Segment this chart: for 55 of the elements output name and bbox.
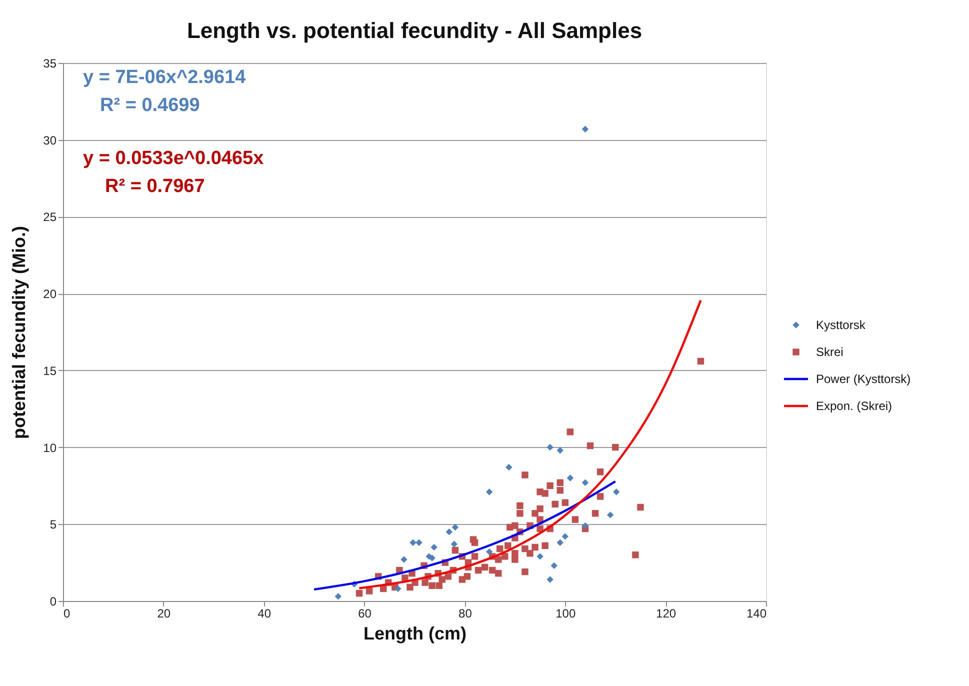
- legend-label: Skrei: [816, 345, 844, 359]
- point: [606, 512, 614, 518]
- x-tick-label: 0: [64, 606, 70, 620]
- y-tick-label: 35: [43, 56, 57, 70]
- point: [394, 585, 402, 592]
- point: [546, 576, 554, 583]
- y-tick-label: 15: [43, 364, 57, 378]
- point: [486, 488, 493, 496]
- point: [582, 126, 589, 132]
- x-tick-label: 140: [746, 606, 767, 620]
- point: [452, 524, 459, 531]
- annotation: R² = 0.4699: [100, 95, 200, 116]
- point: [550, 562, 558, 569]
- x-tick-label: 120: [656, 606, 676, 620]
- point: [566, 474, 574, 482]
- x-axis-title: Length (cm): [364, 624, 466, 644]
- x-tick-label: 40: [258, 606, 272, 620]
- legend-label: Power (Kysttorsk): [816, 372, 911, 386]
- annotation: R² = 0.7967: [105, 176, 205, 197]
- line-series: [312, 480, 616, 591]
- x-tick-label: 60: [358, 606, 372, 620]
- y-tick-label: 25: [43, 210, 57, 224]
- y-tick-label: 20: [43, 287, 57, 302]
- point: [582, 522, 589, 530]
- point: [334, 593, 342, 600]
- y-tick-label: 0: [50, 594, 57, 608]
- point: [446, 528, 452, 536]
- point: [582, 479, 589, 486]
- annotation: y = 7E-06x^2.9614: [83, 67, 246, 88]
- x-tick-label: 100: [556, 606, 576, 620]
- point: [546, 444, 554, 451]
- chart-title: Length vs. potential fecundity - All Samples: [186, 18, 642, 43]
- point: [416, 539, 422, 546]
- point: [506, 464, 512, 471]
- point: [428, 554, 436, 562]
- point: [430, 544, 438, 551]
- point: [613, 488, 620, 496]
- y-tick-label: 10: [43, 440, 57, 455]
- point: [536, 553, 544, 560]
- y-axis-title: potential fecundity (Mio.): [9, 226, 30, 439]
- y-tick-label: 30: [43, 133, 57, 148]
- point: [450, 540, 458, 548]
- point: [562, 533, 568, 540]
- annotation: y = 0.0533e^0.0465x: [83, 148, 264, 169]
- x-tick-label: 80: [458, 606, 472, 620]
- point: [556, 447, 564, 454]
- line-series: [358, 299, 702, 590]
- point: [400, 556, 408, 563]
- point: [556, 539, 564, 546]
- x-tick-label: 20: [157, 606, 171, 620]
- y-tick-label: 5: [50, 518, 57, 532]
- point: [410, 539, 416, 546]
- legend-label: Kysttorsk: [816, 318, 866, 332]
- point: [486, 548, 493, 556]
- legend-label: Expon. (Skrei): [816, 399, 892, 413]
